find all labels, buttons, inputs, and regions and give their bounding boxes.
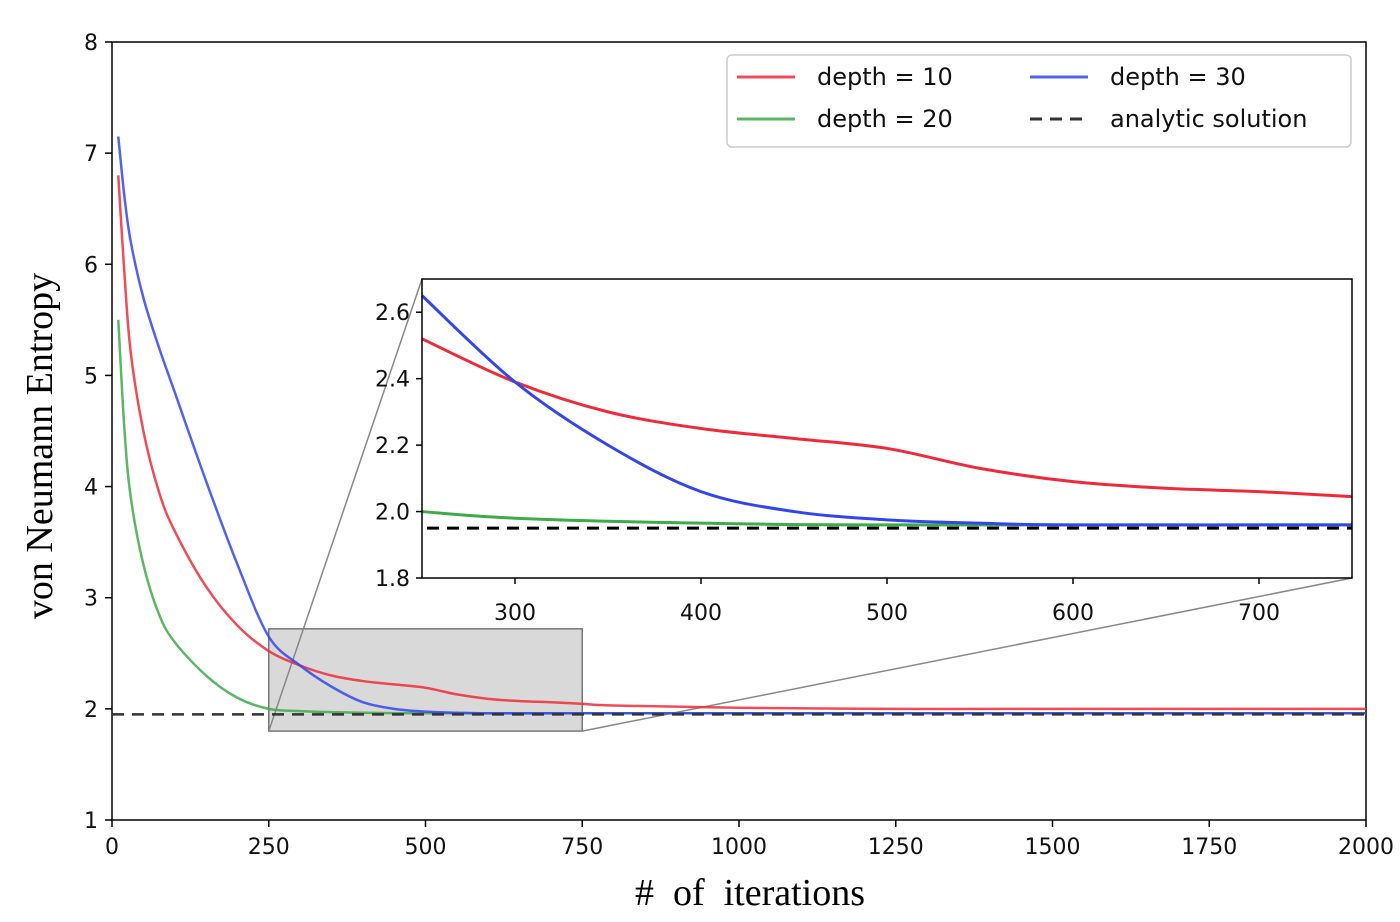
x-tick-label: 1500 [1025,835,1081,860]
legend-label-analytic-solution: analytic solution [1110,105,1307,133]
legend: depth = 10 depth = 20 depth = 30 analytic s… [726,54,1352,148]
y-tick-label: 7 [84,142,98,167]
inset-y-tick-label: 2.4 [375,368,410,393]
y-tick-label: 4 [84,476,98,501]
inset-y-tick-label: 2.6 [375,301,410,326]
inset-y-tick-label: 1.8 [375,567,410,592]
inset-series-line-depth-30 [420,294,1353,527]
legend-box [726,54,1352,148]
inset-y-tick-label: 2.0 [375,501,410,526]
inset-zoom-plot: 300 400 500 600 700 1.8 2.0 2.2 2.4 2.6 [375,278,1353,626]
inset-y-ticks: 1.8 2.0 2.2 2.4 2.6 [375,301,422,592]
x-tick-label: 2000 [1338,835,1394,860]
legend-label-depth-20: depth = 20 [817,105,953,133]
main-series-group [112,136,1366,716]
x-tick-label: 500 [405,835,447,860]
inset-x-tick-label: 700 [1238,601,1280,626]
zoom-connector-left [268,278,423,732]
inset-x-tick-label: 400 [680,601,722,626]
inset-x-tick-label: 600 [1052,601,1094,626]
series-line-depth-30 [117,136,1366,715]
y-tick-label: 2 [84,698,98,723]
x-tick-label: 1250 [868,835,924,860]
inset-series-line-depth-10 [421,337,1353,499]
series-line-depth-10 [117,175,1366,711]
y-tick-label: 3 [84,587,98,612]
inset-x-tick-label: 300 [494,601,536,626]
y-axis-ticks: 1 2 3 4 5 6 7 8 [84,31,112,834]
y-tick-label: 6 [84,253,98,278]
inset-x-tick-label: 500 [866,601,908,626]
y-tick-label: 1 [84,809,98,834]
inset-x-ticks: 300 400 500 600 700 [494,578,1280,626]
y-tick-label: 5 [84,364,98,389]
x-tick-label: 750 [561,835,603,860]
x-axis-ticks: 0 250 500 750 1000 1250 1500 1750 2000 [105,820,1394,860]
inset-series-group [420,294,1353,530]
x-tick-label: 250 [248,835,290,860]
zoom-rectangle [268,628,583,732]
zoom-connector-right [582,577,1353,732]
y-tick-label: 8 [84,31,98,56]
x-tick-label: 1750 [1181,835,1237,860]
inset-y-tick-label: 2.2 [375,434,410,459]
inset-background [422,279,1352,578]
legend-label-depth-10: depth = 10 [817,63,953,91]
legend-label-depth-30: depth = 30 [1110,63,1246,91]
x-tick-label: 0 [105,835,119,860]
x-tick-label: 1000 [711,835,767,860]
x-axis-label: # of iterations [635,872,865,914]
y-axis-label: von Neumann Entropy [19,273,61,619]
